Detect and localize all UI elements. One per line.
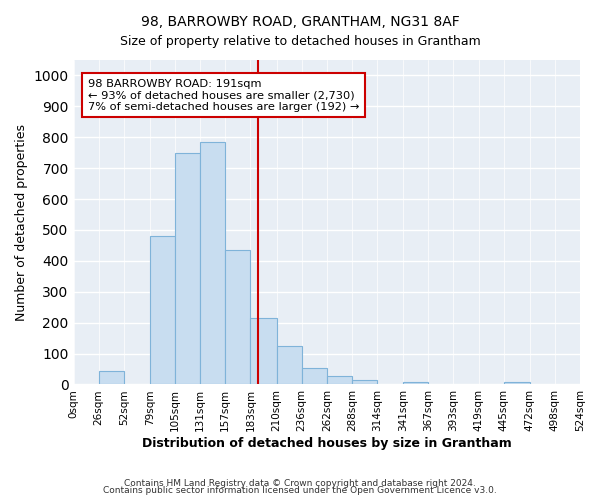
Text: Contains HM Land Registry data © Crown copyright and database right 2024.: Contains HM Land Registry data © Crown c… <box>124 478 476 488</box>
Bar <box>277 346 302 385</box>
Bar <box>225 250 250 384</box>
Bar <box>150 236 175 384</box>
Bar <box>250 318 277 384</box>
Bar <box>503 382 530 384</box>
Bar <box>302 368 327 384</box>
Bar <box>327 376 352 384</box>
Bar <box>98 370 124 384</box>
Text: Contains public sector information licensed under the Open Government Licence v3: Contains public sector information licen… <box>103 486 497 495</box>
Bar <box>403 382 428 384</box>
Bar <box>200 142 225 384</box>
Text: Size of property relative to detached houses in Grantham: Size of property relative to detached ho… <box>119 35 481 48</box>
Text: 98 BARROWBY ROAD: 191sqm
← 93% of detached houses are smaller (2,730)
7% of semi: 98 BARROWBY ROAD: 191sqm ← 93% of detach… <box>88 78 359 112</box>
Text: 98, BARROWBY ROAD, GRANTHAM, NG31 8AF: 98, BARROWBY ROAD, GRANTHAM, NG31 8AF <box>140 15 460 29</box>
Bar <box>175 152 200 384</box>
Y-axis label: Number of detached properties: Number of detached properties <box>15 124 28 320</box>
Bar <box>352 380 377 384</box>
X-axis label: Distribution of detached houses by size in Grantham: Distribution of detached houses by size … <box>142 437 512 450</box>
